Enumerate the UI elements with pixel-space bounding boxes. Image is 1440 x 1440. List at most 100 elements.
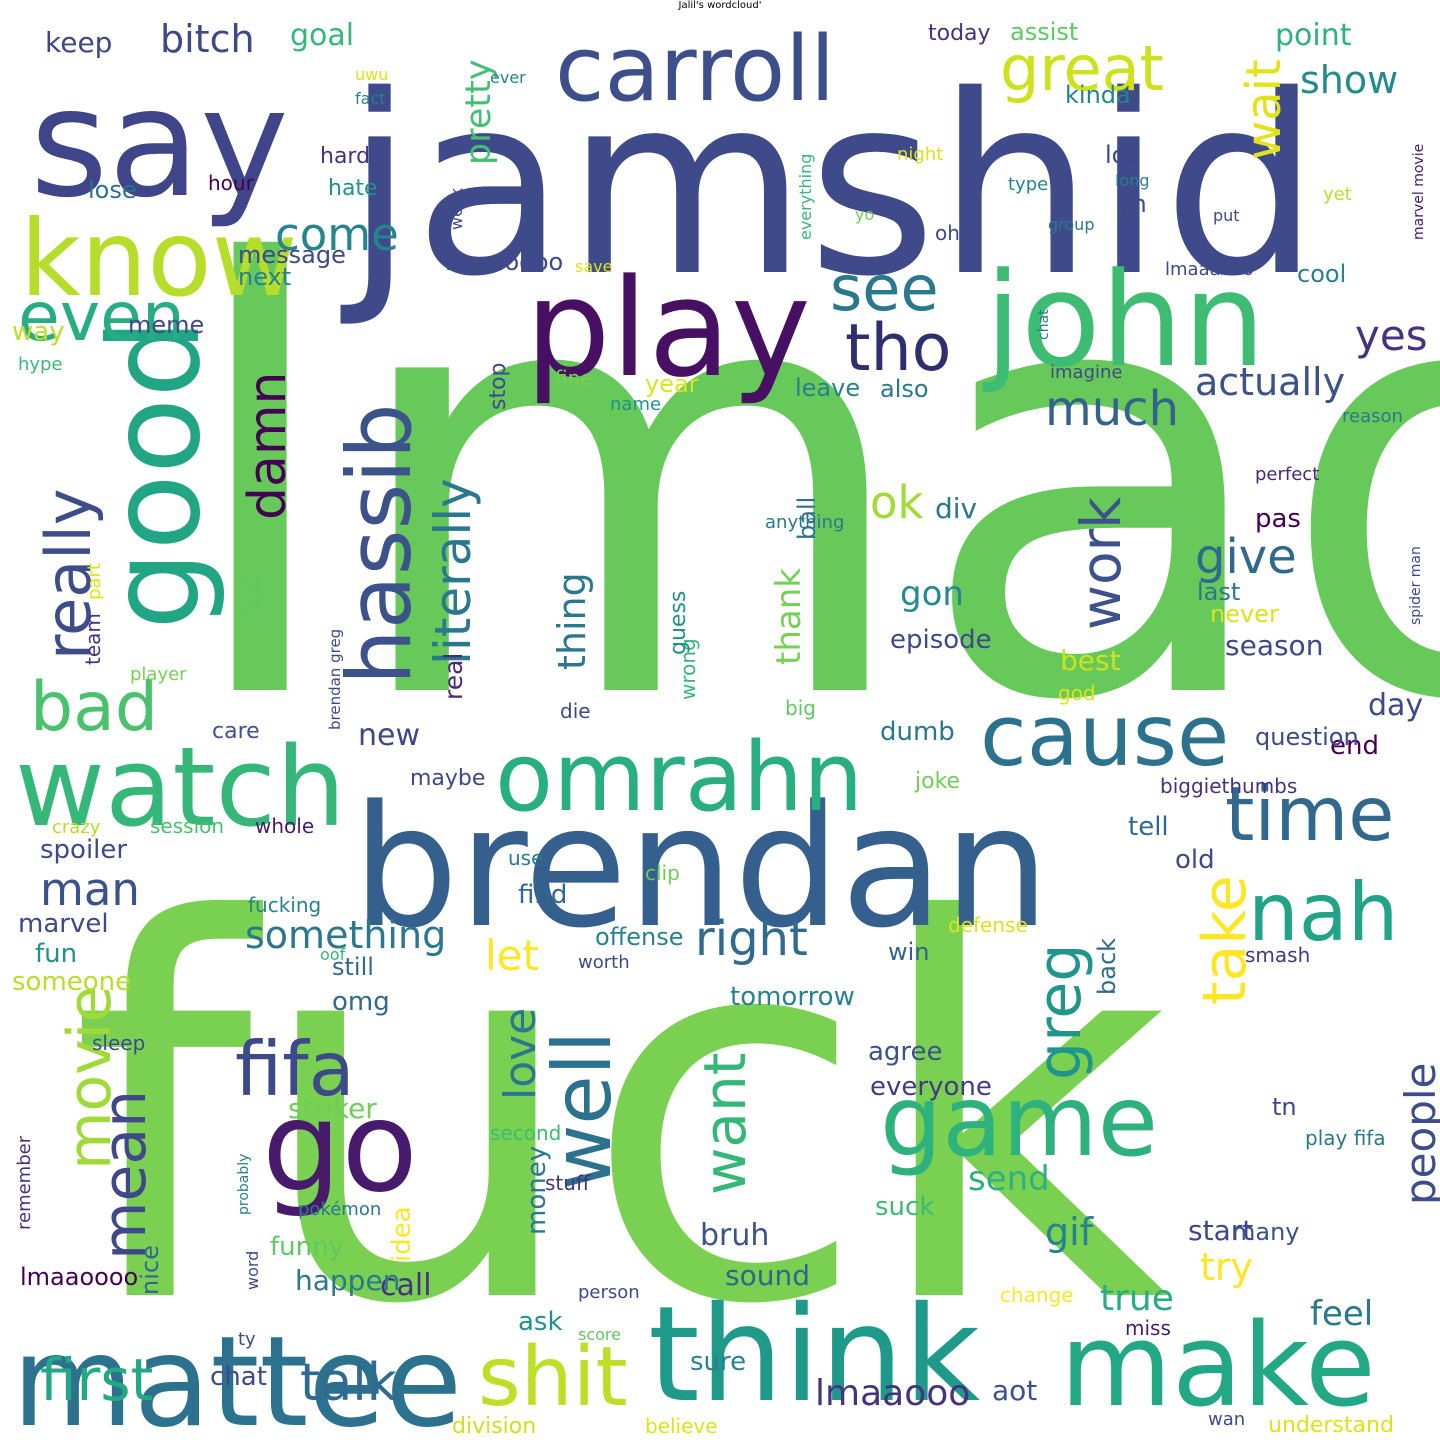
word-save: save	[575, 257, 612, 276]
word-win: win	[888, 938, 930, 966]
word-everything: everything	[796, 154, 815, 240]
word-part: part	[84, 563, 105, 600]
word-way: way	[12, 317, 65, 347]
word-type: type	[1008, 174, 1048, 195]
word-anything: anything	[765, 512, 844, 533]
word-take: take	[1190, 875, 1260, 1005]
word-also: also	[880, 375, 929, 403]
word-go: go	[262, 1075, 418, 1220]
word-call: call	[380, 1268, 432, 1303]
word-rn: rn	[1122, 190, 1147, 218]
word-imagine: imagine	[1050, 362, 1122, 383]
word-great: great	[1000, 32, 1164, 105]
word-pas: pas	[1255, 504, 1301, 534]
word-message: message	[238, 241, 346, 269]
word-spoiler: spoiler	[40, 835, 127, 865]
word-hype: hype	[18, 354, 63, 375]
word-sure: sure	[690, 1347, 746, 1377]
word-yo: yo	[855, 205, 874, 224]
word-thing: thing	[550, 572, 594, 670]
word-fact: fact	[355, 89, 386, 108]
word-leave: leave	[795, 374, 860, 402]
word-shit: shit	[478, 1330, 628, 1425]
word-last: last	[1197, 578, 1240, 606]
word-bad: bad	[30, 668, 158, 747]
word-ok: ok	[870, 476, 924, 529]
word-omrahn: omrahn	[495, 723, 863, 833]
word-guess: guess	[666, 591, 691, 655]
word-thank: thank	[769, 568, 809, 665]
word-tho: tho	[845, 311, 951, 386]
word-actually: actually	[1195, 360, 1345, 404]
word-fuck: fuck	[70, 812, 1170, 1418]
word-good: good	[83, 318, 228, 630]
word-bitch: bitch	[160, 17, 255, 61]
word-real: real	[439, 653, 468, 700]
word-cause: cause	[980, 687, 1229, 786]
word-brendan: brendan	[352, 769, 1050, 965]
word-goal: goal	[290, 18, 354, 53]
word-new: new	[358, 718, 420, 753]
word-know: know	[20, 198, 297, 320]
word-defense: defense	[948, 913, 1028, 937]
word-money: money	[522, 1146, 552, 1235]
word-start: start	[1188, 1214, 1253, 1247]
word-reason: reason	[1342, 406, 1403, 427]
word-time: time	[1225, 770, 1394, 858]
word-marvel-movie: marvel movie	[1411, 144, 1427, 240]
word-gon: gon	[900, 574, 964, 614]
word-offense: offense	[595, 923, 683, 951]
word-bruh: bruh	[700, 1218, 769, 1253]
word-play-fifa: play fifa	[1305, 1126, 1386, 1150]
word-something: something	[245, 913, 446, 957]
word-long: long	[1115, 171, 1150, 190]
word-find: find	[518, 880, 567, 910]
word-really: really	[32, 489, 105, 660]
word-send: send	[968, 1159, 1050, 1199]
word-ever: ever	[490, 68, 526, 87]
word-man: man	[40, 863, 140, 916]
word-assist: assist	[1010, 18, 1078, 46]
word-love: love	[495, 1008, 546, 1100]
word-change: change	[1000, 1283, 1074, 1307]
word-hassib: hassib	[328, 403, 431, 685]
word-spider-man: spider man	[1408, 546, 1424, 625]
word-game: game	[880, 1065, 1158, 1179]
word-lmaaoooo: lmaaoooo	[20, 1263, 138, 1291]
word-wrong: wrong	[676, 638, 700, 700]
word-put: put	[1213, 206, 1240, 225]
word-idea: idea	[387, 1206, 417, 1262]
word-damn: damn	[238, 372, 298, 520]
word-many: many	[1232, 1218, 1300, 1246]
word-much: much	[1045, 381, 1179, 437]
word-make: make	[1060, 1299, 1376, 1433]
word-back: back	[1093, 938, 1121, 995]
word-play: play	[525, 250, 811, 407]
word-today: today	[928, 21, 991, 46]
word-miss: miss	[1125, 1316, 1171, 1340]
word-sound: sound	[725, 1259, 810, 1292]
word-nah: nah	[1248, 866, 1398, 959]
word-understand: understand	[1268, 1413, 1394, 1438]
word-read: read	[239, 575, 263, 620]
word-probably: probably	[236, 1154, 252, 1215]
word-crazy: crazy	[52, 817, 101, 838]
word-die: die	[560, 699, 591, 723]
word-ball: ball	[793, 497, 821, 540]
word-yes: yes	[1355, 311, 1428, 360]
word-let: let	[485, 931, 539, 980]
word-year: year	[645, 370, 699, 398]
word-episode: episode	[890, 625, 992, 655]
word-omg: omg	[332, 987, 390, 1017]
word-name: name	[610, 394, 661, 415]
word-best: best	[1060, 644, 1121, 677]
word-ask: ask	[518, 1307, 563, 1337]
word-nice: nice	[136, 1245, 164, 1295]
word-hate: hate	[328, 176, 378, 201]
word-oof: oof	[320, 945, 346, 964]
word-wan: wan	[1208, 1409, 1245, 1430]
word-movie: movie	[55, 986, 125, 1170]
word-god: god	[1058, 681, 1096, 705]
word-dumb: dumb	[880, 717, 955, 747]
